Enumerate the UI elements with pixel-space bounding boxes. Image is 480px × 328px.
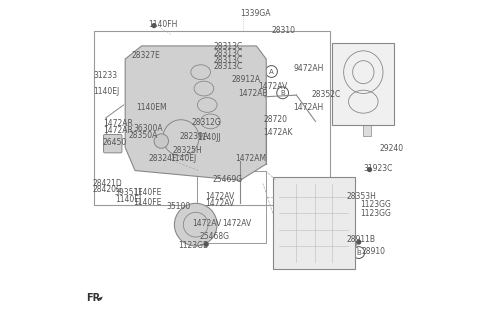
Text: 1472AR: 1472AR (103, 119, 133, 129)
Polygon shape (125, 46, 266, 180)
Text: 1472AV: 1472AV (222, 218, 251, 228)
Text: 31233: 31233 (93, 71, 117, 80)
Text: 1472AR: 1472AR (103, 126, 133, 135)
Circle shape (152, 23, 156, 28)
Text: 1472AB: 1472AB (239, 89, 268, 98)
Text: 9472AH: 9472AH (293, 64, 324, 73)
Text: 28911B: 28911B (347, 235, 375, 244)
Text: 28910: 28910 (361, 247, 385, 256)
Text: 28352C: 28352C (312, 90, 341, 99)
Text: 28313C: 28313C (213, 55, 242, 65)
Circle shape (154, 134, 168, 148)
Text: 28350A: 28350A (129, 131, 158, 140)
Bar (197, 171, 266, 243)
Text: 36300A: 36300A (133, 124, 163, 133)
Text: B: B (356, 250, 361, 256)
Text: 28324F: 28324F (149, 154, 177, 163)
Text: 29240: 29240 (379, 144, 404, 153)
Circle shape (204, 242, 209, 247)
Text: 28313C: 28313C (213, 42, 242, 51)
Text: 28313C: 28313C (213, 49, 242, 58)
Text: 25468G: 25468G (200, 232, 230, 241)
Polygon shape (332, 43, 394, 125)
Text: 1472AK: 1472AK (264, 128, 293, 137)
Text: 28310: 28310 (272, 26, 296, 35)
Text: 1123GG: 1123GG (360, 209, 391, 218)
Circle shape (356, 239, 361, 245)
Text: 1140JJ: 1140JJ (197, 133, 220, 142)
Text: 1140FH: 1140FH (148, 20, 178, 29)
Text: 31923C: 31923C (363, 164, 392, 173)
Text: 28353H: 28353H (347, 192, 376, 201)
Text: 1140EM: 1140EM (137, 103, 168, 112)
Text: 28421D: 28421D (92, 178, 122, 188)
Text: 39351F: 39351F (115, 188, 144, 197)
Bar (94, 31, 330, 205)
Text: 28420G: 28420G (92, 185, 122, 194)
Text: 28325H: 28325H (173, 146, 203, 155)
Text: 1123GE: 1123GE (179, 241, 208, 250)
Text: 1472AH: 1472AH (293, 103, 324, 112)
Polygon shape (97, 297, 103, 300)
Text: 1140FE: 1140FE (133, 198, 161, 207)
Text: 26450: 26450 (103, 138, 127, 147)
Text: 1472AM: 1472AM (235, 154, 266, 163)
Text: 25469G: 25469G (212, 175, 242, 184)
Text: FR: FR (86, 293, 101, 303)
FancyBboxPatch shape (104, 134, 122, 153)
Text: 1140EJ: 1140EJ (170, 154, 197, 163)
Text: 35100: 35100 (166, 202, 191, 211)
Text: 1140EJ: 1140EJ (93, 87, 120, 96)
Text: 1472AV: 1472AV (192, 218, 222, 228)
Text: 28312G: 28312G (192, 118, 221, 127)
Text: 28720: 28720 (264, 114, 288, 124)
Text: 1472AV: 1472AV (258, 82, 288, 91)
Bar (363, 123, 371, 136)
Text: 1472AV: 1472AV (205, 199, 235, 208)
Text: 1140EJ: 1140EJ (115, 195, 141, 204)
Circle shape (367, 167, 372, 172)
Text: B: B (280, 90, 285, 96)
Text: 1472AV: 1472AV (205, 192, 235, 201)
Text: 1140FE: 1140FE (133, 188, 161, 197)
Polygon shape (273, 177, 355, 269)
Text: A: A (269, 69, 274, 74)
Text: 1123GG: 1123GG (360, 199, 391, 209)
Circle shape (174, 203, 217, 246)
Text: 28313C: 28313C (213, 62, 242, 71)
Text: 1339GA: 1339GA (240, 9, 271, 18)
Text: 28239A: 28239A (180, 132, 209, 141)
Text: 28327E: 28327E (132, 51, 160, 60)
Text: 28912A: 28912A (232, 75, 261, 84)
